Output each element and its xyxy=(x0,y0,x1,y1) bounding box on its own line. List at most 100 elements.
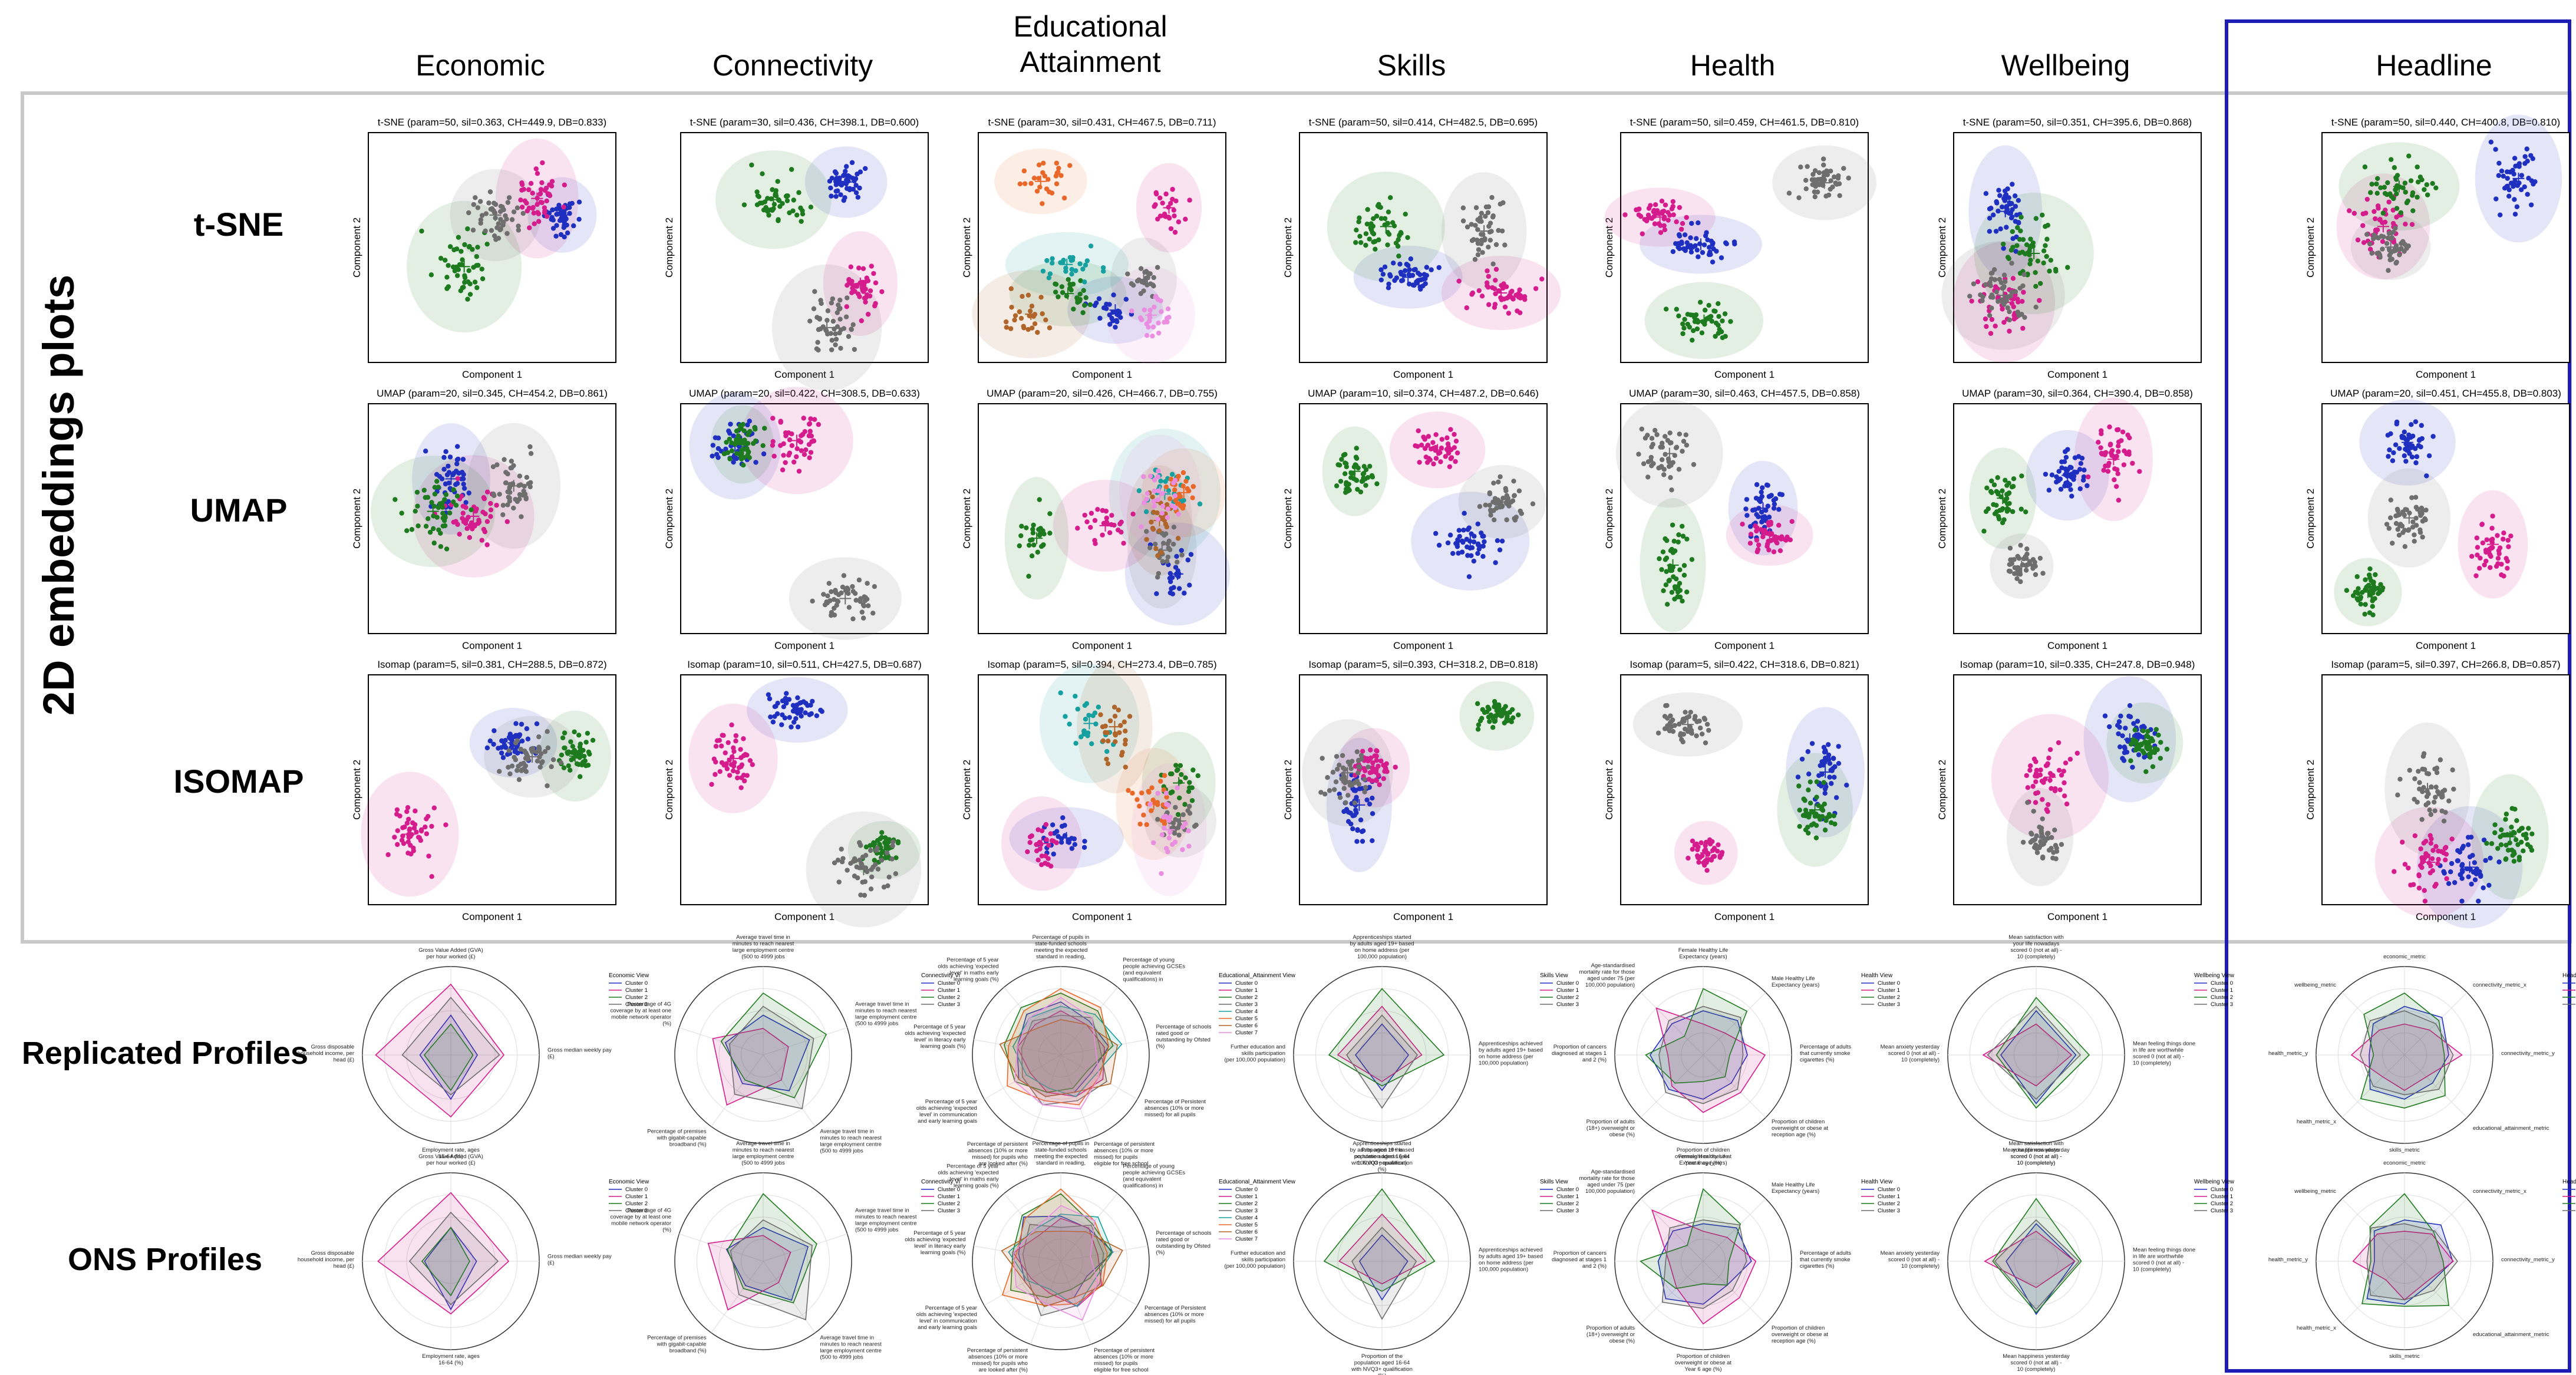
scatter-point xyxy=(1486,302,1492,308)
scatter-point xyxy=(1682,232,1688,238)
scatter-point xyxy=(1487,490,1492,496)
scatter-point xyxy=(1658,230,1664,235)
scatter-point xyxy=(1991,212,1996,217)
scatter-point xyxy=(2000,241,2006,247)
scatter-point xyxy=(1723,334,1728,339)
scatter-point xyxy=(2409,495,2415,500)
scatter-point xyxy=(1503,486,1508,492)
scatter-point xyxy=(814,713,820,718)
scatter-point xyxy=(808,205,814,210)
radar-axis-label: health_metric_x xyxy=(2297,1119,2336,1125)
scatter-point xyxy=(397,813,403,819)
scatter-point xyxy=(2528,202,2534,207)
scatter-point xyxy=(2413,446,2418,451)
scatter-point xyxy=(1477,504,1483,509)
scatter-point xyxy=(741,462,746,468)
scatter-point xyxy=(1476,247,1482,252)
scatter-point xyxy=(523,496,529,502)
scatter-point xyxy=(1019,523,1024,529)
scatter-point xyxy=(1806,830,1811,836)
y-axis-label: Component 2 xyxy=(351,217,362,278)
scatter-point xyxy=(2386,230,2392,236)
scatter-point xyxy=(1479,241,1484,246)
scatter-point xyxy=(477,199,483,205)
scatter-point xyxy=(786,453,791,458)
scatter-point xyxy=(1082,512,1087,518)
scatter-point xyxy=(741,202,747,207)
scatter-point xyxy=(1706,302,1711,308)
scatter-point xyxy=(1833,795,1839,800)
scatter-point xyxy=(577,748,583,754)
scatter-point xyxy=(1983,191,1989,196)
scatter-point xyxy=(2150,738,2155,744)
scatter-point xyxy=(1487,718,1492,724)
scatter-point xyxy=(2416,885,2422,891)
scatter-point xyxy=(2127,435,2132,441)
scatter-point xyxy=(2515,842,2521,848)
scatter-point xyxy=(2499,169,2505,174)
x-axis-label: Component 1 xyxy=(1714,640,1774,651)
scatter-point xyxy=(1533,286,1539,291)
scatter-point xyxy=(1017,181,1023,187)
scatter-point xyxy=(2446,798,2452,804)
scatter-point xyxy=(1354,227,1359,233)
scatter-point xyxy=(1821,176,1826,181)
scatter-point xyxy=(1176,586,1182,591)
scatter-point xyxy=(2000,488,2005,494)
scatter-point xyxy=(2511,859,2517,864)
scatter-point xyxy=(872,858,877,863)
scatter-point xyxy=(1699,330,1705,336)
scatter-point xyxy=(2493,196,2499,202)
scatter-point xyxy=(2048,258,2054,263)
scatter-point xyxy=(411,848,416,853)
scatter-point xyxy=(2369,182,2374,187)
scatter-point xyxy=(1995,490,2001,496)
scatter-point xyxy=(2003,279,2008,284)
radar-legend-title: Headline View xyxy=(2562,1179,2576,1185)
scatter-point xyxy=(572,729,577,734)
scatter-point xyxy=(1806,787,1811,793)
scatter-point xyxy=(2137,469,2142,474)
scatter-point xyxy=(1172,229,1178,235)
scatter-point xyxy=(2053,843,2059,848)
scatter-point xyxy=(807,428,813,434)
scatter-point xyxy=(2031,809,2036,814)
scatter-point xyxy=(1026,573,1031,579)
centroid-marker xyxy=(1025,308,1037,321)
scatter-point xyxy=(883,836,889,842)
scatter-point xyxy=(2019,473,2024,479)
scatter-point xyxy=(2040,816,2045,822)
scatter-point xyxy=(1795,774,1801,780)
scatter-point xyxy=(2455,858,2460,863)
scatter-point xyxy=(1155,817,1160,822)
centroid-marker xyxy=(1035,837,1048,850)
scatter-point xyxy=(1345,793,1351,798)
scatter-point xyxy=(2062,780,2067,786)
scatter-point xyxy=(2497,212,2503,217)
radar-axis-label: Age-standardised mortality rate for those… xyxy=(1579,962,1635,988)
scatter-point xyxy=(2370,604,2375,609)
scatter-point xyxy=(2377,217,2383,222)
scatter-point xyxy=(438,256,444,261)
scatter-point xyxy=(1684,715,1690,721)
scatter-point xyxy=(460,503,466,509)
scatter-point xyxy=(479,538,484,543)
scatter-point xyxy=(2020,299,2025,304)
scatter-point xyxy=(1636,451,1641,457)
scatter-point xyxy=(2033,771,2039,776)
scatter-point xyxy=(2002,197,2008,203)
scatter-point xyxy=(2526,826,2531,831)
scatter-point xyxy=(2529,848,2535,853)
scatter-point xyxy=(467,535,473,540)
scatter-point xyxy=(824,318,830,323)
scatter-point xyxy=(1504,715,1510,721)
scatter-point xyxy=(1836,744,1841,749)
scatter-point xyxy=(863,853,869,858)
scatter-point xyxy=(1320,756,1325,761)
scatter-point xyxy=(1362,789,1367,794)
scatter-point xyxy=(1104,756,1109,762)
x-axis-label: Component 1 xyxy=(2416,640,2476,651)
scatter-point xyxy=(1493,560,1498,565)
scatter-point xyxy=(447,510,453,516)
